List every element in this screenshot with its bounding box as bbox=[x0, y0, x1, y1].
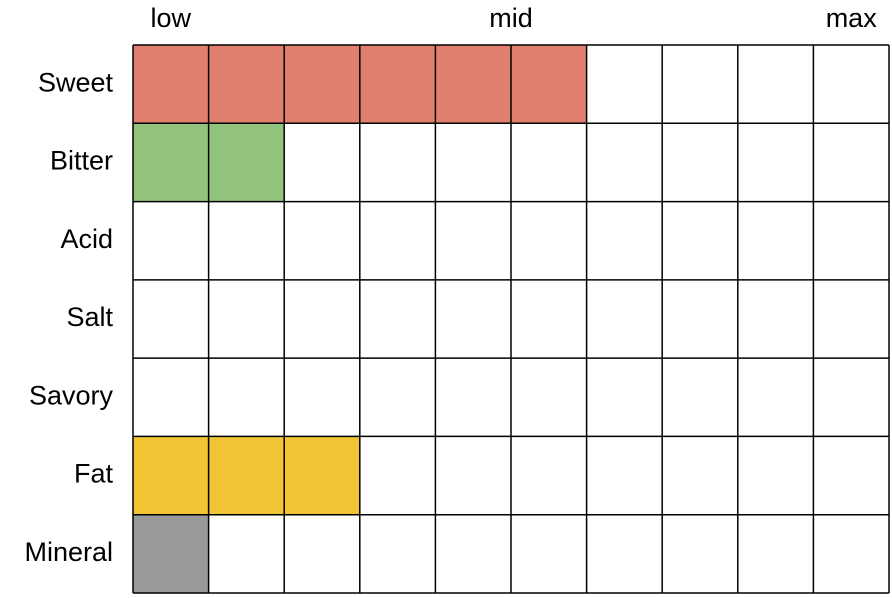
x-tick-label: mid bbox=[489, 3, 533, 33]
x-tick-label: low bbox=[151, 3, 192, 33]
row-label: Salt bbox=[66, 302, 113, 332]
row-label: Fat bbox=[74, 459, 114, 489]
bar bbox=[133, 514, 209, 593]
row-label: Savory bbox=[29, 380, 114, 410]
row-label: Mineral bbox=[24, 537, 113, 567]
bar bbox=[133, 436, 360, 515]
x-tick-label: max bbox=[826, 3, 878, 33]
row-label: Sweet bbox=[38, 67, 114, 97]
row-label: Bitter bbox=[50, 146, 113, 176]
row-label: Acid bbox=[60, 224, 113, 254]
